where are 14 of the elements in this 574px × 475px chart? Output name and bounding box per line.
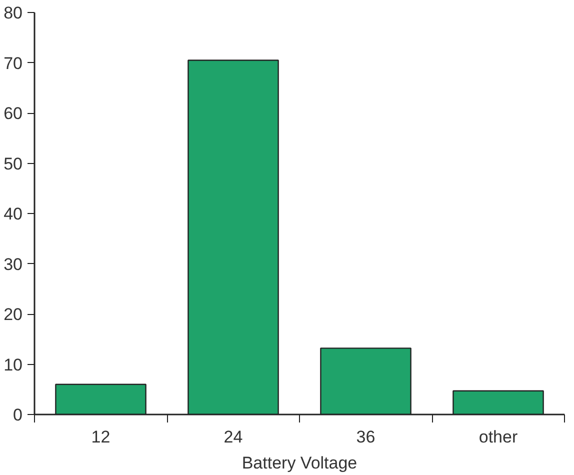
y-tick-label: 40 xyxy=(4,204,23,224)
x-tick-label: 24 xyxy=(224,428,243,446)
y-tick-label: 30 xyxy=(4,254,23,274)
y-tick-label: 0 xyxy=(13,406,23,424)
y-tick-label: 80 xyxy=(4,4,23,22)
x-tick-label: other xyxy=(478,428,518,446)
y-tick-label: 10 xyxy=(4,355,23,374)
y-tick-label: 20 xyxy=(4,305,23,324)
y-tick-label: 50 xyxy=(4,154,23,174)
y-tick-label: 60 xyxy=(4,104,23,123)
x-tick-label: 36 xyxy=(356,428,376,446)
x-tick-label: 12 xyxy=(91,428,110,446)
x-axis-title: Battery Voltage xyxy=(242,454,358,472)
y-tick-label: 70 xyxy=(4,54,23,73)
